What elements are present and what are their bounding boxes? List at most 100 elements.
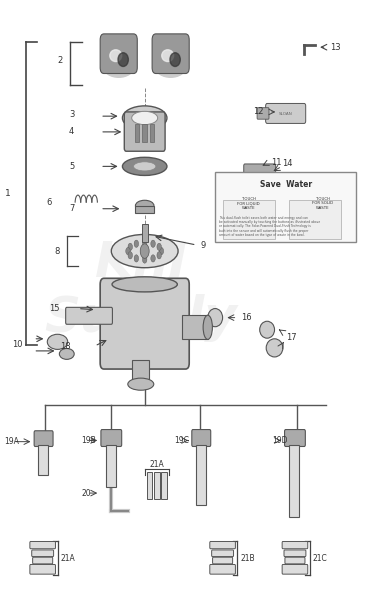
Text: 2: 2 [58, 56, 63, 65]
Text: SLOAN: SLOAN [279, 112, 293, 116]
Circle shape [134, 240, 139, 247]
Text: 3: 3 [69, 111, 74, 119]
FancyBboxPatch shape [30, 541, 56, 549]
Text: 9: 9 [200, 241, 206, 249]
FancyBboxPatch shape [210, 541, 235, 549]
Bar [223, 200, 275, 239]
Text: 21B: 21B [240, 554, 255, 563]
FancyBboxPatch shape [124, 112, 165, 151]
FancyBboxPatch shape [215, 172, 356, 242]
Circle shape [157, 252, 161, 259]
FancyBboxPatch shape [101, 430, 122, 446]
Ellipse shape [162, 50, 174, 62]
Bar [289, 200, 341, 239]
Ellipse shape [47, 334, 68, 350]
Text: 14: 14 [282, 159, 292, 168]
Ellipse shape [203, 315, 212, 339]
Bar [142, 224, 148, 242]
Bar [38, 445, 48, 475]
Text: 19B: 19B [82, 436, 96, 445]
FancyBboxPatch shape [284, 550, 306, 557]
Ellipse shape [122, 157, 167, 175]
Text: 6: 6 [47, 198, 52, 207]
Ellipse shape [112, 276, 177, 292]
FancyBboxPatch shape [257, 108, 269, 119]
FancyBboxPatch shape [34, 431, 53, 446]
Text: 4: 4 [69, 128, 74, 136]
Bar [289, 445, 299, 517]
Bar [147, 472, 152, 499]
Text: 18: 18 [60, 342, 70, 350]
Bar [142, 124, 147, 142]
Ellipse shape [170, 53, 180, 67]
Text: 21A: 21A [150, 460, 164, 469]
FancyBboxPatch shape [32, 550, 53, 557]
Circle shape [157, 243, 161, 250]
Text: 19D: 19D [273, 436, 288, 445]
Circle shape [128, 243, 132, 250]
Bar [132, 360, 149, 384]
Text: 1: 1 [4, 189, 10, 198]
FancyBboxPatch shape [282, 541, 308, 549]
Text: This dual-flush toilet saves both water and energy and can: This dual-flush toilet saves both water … [219, 216, 308, 220]
Ellipse shape [128, 378, 154, 390]
Ellipse shape [110, 50, 122, 62]
Ellipse shape [122, 106, 167, 130]
FancyBboxPatch shape [100, 278, 189, 369]
Ellipse shape [104, 57, 134, 77]
FancyBboxPatch shape [30, 564, 56, 574]
Circle shape [151, 255, 155, 262]
FancyBboxPatch shape [210, 564, 235, 574]
Text: 5: 5 [69, 162, 74, 171]
FancyBboxPatch shape [66, 307, 112, 324]
Ellipse shape [260, 321, 275, 338]
Ellipse shape [111, 235, 178, 268]
Text: built into the sensor and will automatically flush the proper: built into the sensor and will automatic… [219, 229, 308, 233]
Text: amount of water based on the type of waste in the bowl.: amount of water based on the type of was… [219, 233, 305, 237]
Text: be activated manually by touching the buttons as illustrated above: be activated manually by touching the bu… [219, 220, 320, 224]
FancyBboxPatch shape [152, 34, 189, 73]
Text: 15: 15 [49, 304, 59, 313]
Text: 13: 13 [330, 43, 341, 51]
Circle shape [151, 240, 155, 247]
Bar [196, 445, 206, 505]
Circle shape [142, 256, 147, 263]
Ellipse shape [59, 348, 74, 359]
Bar [154, 472, 160, 499]
Ellipse shape [132, 111, 158, 125]
Circle shape [126, 247, 130, 255]
FancyBboxPatch shape [211, 550, 233, 557]
FancyBboxPatch shape [192, 430, 211, 446]
Text: 19C: 19C [174, 436, 189, 445]
FancyBboxPatch shape [100, 34, 137, 73]
Text: or automatically. The Solar-Powered Dual-Flush Technology is: or automatically. The Solar-Powered Dual… [219, 224, 311, 229]
Text: 20: 20 [82, 489, 91, 497]
Bar [106, 445, 116, 487]
Bar [150, 124, 154, 142]
Text: 16: 16 [241, 313, 252, 322]
Text: TOUCH
FOR SOLID
WASTE: TOUCH FOR SOLID WASTE [312, 197, 333, 210]
Text: 21A: 21A [60, 554, 75, 563]
Text: Save  Water: Save Water [260, 180, 312, 189]
Text: 10: 10 [12, 341, 22, 349]
Text: 11: 11 [271, 158, 281, 166]
FancyBboxPatch shape [282, 564, 308, 574]
Text: TOUCH
FOR LIQUID
WASTE: TOUCH FOR LIQUID WASTE [237, 197, 260, 210]
Circle shape [142, 239, 147, 246]
FancyBboxPatch shape [33, 557, 53, 564]
FancyBboxPatch shape [244, 164, 276, 175]
FancyBboxPatch shape [266, 103, 306, 123]
FancyBboxPatch shape [213, 557, 233, 564]
Text: 19A: 19A [4, 437, 19, 446]
Ellipse shape [118, 53, 128, 67]
Text: KnJ
Supply: KnJ Supply [45, 238, 237, 342]
Ellipse shape [156, 57, 186, 77]
FancyBboxPatch shape [285, 430, 305, 446]
Bar [135, 206, 154, 213]
Ellipse shape [134, 162, 156, 171]
Bar [135, 124, 139, 142]
Bar [182, 315, 208, 339]
Text: 17: 17 [286, 333, 296, 342]
Circle shape [128, 252, 132, 259]
Bar [161, 472, 167, 499]
